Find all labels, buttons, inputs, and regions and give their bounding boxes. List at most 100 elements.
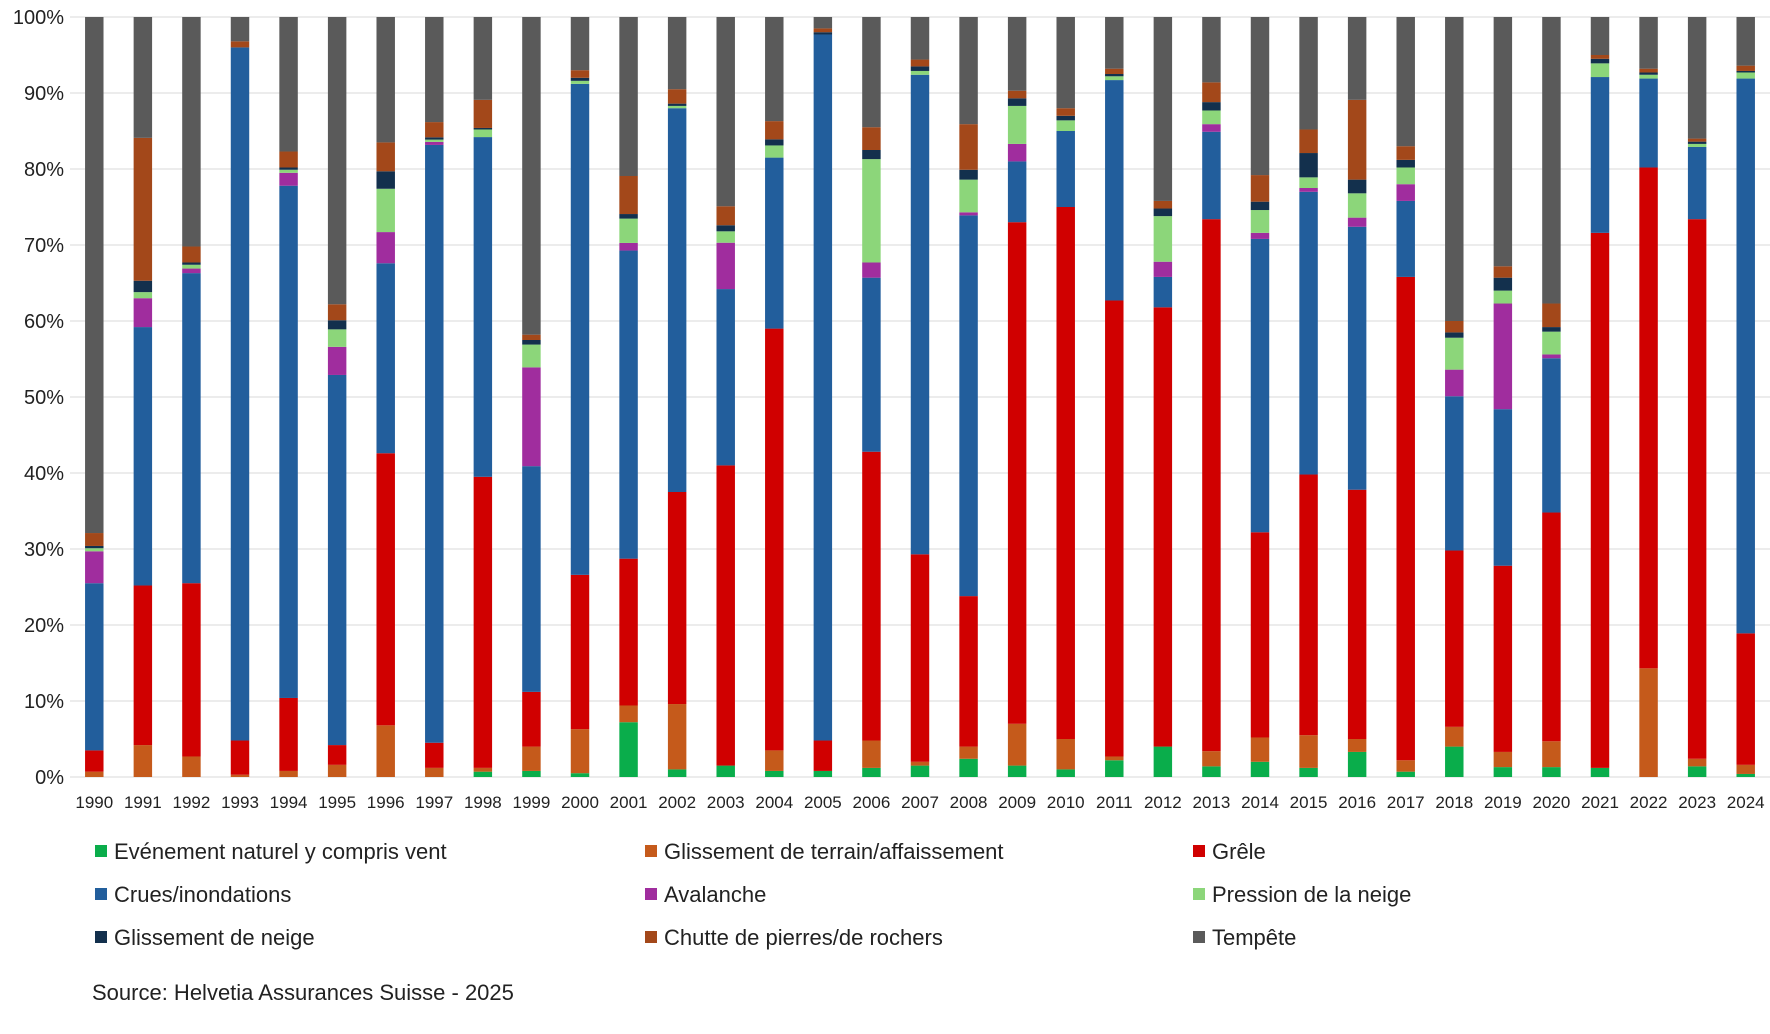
bar-segment: [1299, 767, 1318, 777]
bar-segment: [133, 17, 153, 138]
bar-segment: [522, 770, 541, 777]
bar-segment: [1299, 153, 1318, 178]
bar-segment: [1445, 321, 1464, 333]
bar-segment: [910, 17, 930, 60]
legend-swatch: [645, 888, 657, 900]
bar-segment: [1153, 216, 1173, 262]
y-axis-ticks: 0% 10% 20% 30% 40% 50% 60% 70% 80% 90% 100%: [13, 7, 64, 789]
bar-segment: [570, 83, 590, 575]
bar-segment: [376, 17, 395, 143]
x-tick-label: 1995: [318, 793, 356, 812]
bar-segment: [1007, 90, 1027, 99]
bar-segment: [959, 758, 978, 777]
bar-segment: [862, 159, 881, 263]
bar-segment: [1687, 766, 1707, 777]
bar-segment: [1007, 222, 1027, 724]
bar-segment: [959, 124, 978, 170]
bar-segment: [1202, 110, 1221, 125]
y-tick-label: 0%: [35, 767, 64, 789]
bar-segment: [182, 756, 201, 777]
x-tick-label: 2003: [707, 793, 745, 812]
bar-segment: [1153, 746, 1173, 777]
bar-segment: [813, 28, 833, 33]
x-tick-label: 2006: [853, 793, 891, 812]
legend-label: Avalanche: [664, 882, 766, 907]
bar-segment: [1347, 193, 1367, 218]
bar-segment: [1202, 131, 1221, 220]
legend-swatch: [95, 845, 107, 857]
bar-segment: [327, 346, 347, 375]
bar-segment: [1056, 115, 1075, 121]
x-tick-label: 1992: [173, 793, 211, 812]
bar-segment: [1202, 124, 1221, 132]
bar-segment: [570, 574, 590, 730]
bar-segment: [1250, 532, 1270, 738]
bar-segment: [1542, 331, 1561, 355]
bar-segment: [1007, 98, 1027, 106]
bar-segment: [182, 268, 201, 274]
bar-segment: [230, 774, 250, 777]
y-tick-label: 10%: [24, 691, 64, 713]
bar-segment: [85, 545, 104, 549]
bar-segment: [1493, 277, 1513, 291]
bar-segment: [570, 17, 590, 71]
bar-segment: [1736, 773, 1755, 777]
bar-segment: [425, 122, 444, 138]
bar-segment: [522, 466, 541, 692]
x-axis-ticks: 1990 1991 1992 1993 1994 1995 1996 1997 1998 1999…: [75, 793, 1764, 812]
bar-segment: [667, 108, 687, 492]
bar-segment: [1056, 108, 1075, 116]
bar-segment: [1493, 303, 1513, 410]
bar-segment: [1396, 17, 1415, 147]
bar-segment: [425, 767, 444, 777]
bar-segment: [85, 17, 104, 534]
legend-label: Pression de la neige: [1212, 882, 1411, 907]
bar-segment: [522, 367, 541, 467]
legend-swatch: [95, 888, 107, 900]
bar-segment: [133, 745, 153, 777]
x-tick-label: 1993: [221, 793, 259, 812]
bar-segment: [279, 185, 298, 698]
bar-segment: [522, 344, 541, 368]
bar-segment: [1542, 17, 1561, 304]
bar-segment: [522, 17, 541, 335]
x-tick-label: 2013: [1193, 793, 1231, 812]
bar-segment: [813, 740, 833, 771]
legend-label: Crues/inondations: [114, 882, 291, 907]
bar-segment: [910, 59, 930, 67]
bar-segment: [230, 41, 250, 48]
x-tick-label: 2023: [1678, 793, 1716, 812]
bar-segment: [279, 697, 298, 771]
bar-segment: [1299, 474, 1318, 736]
bar-segment: [1396, 771, 1415, 777]
bar-segment: [1202, 17, 1221, 83]
x-tick-label: 2010: [1047, 793, 1085, 812]
legend-swatch: [645, 931, 657, 943]
bar-segment: [619, 214, 638, 219]
bar-segment: [765, 139, 784, 146]
bar-segment: [279, 169, 298, 173]
bar-segment: [473, 767, 493, 772]
bar-segment: [1153, 17, 1173, 201]
bar-segment: [1250, 201, 1270, 211]
bar-segment: [327, 764, 347, 777]
bar-segment: [1250, 737, 1270, 762]
bar-segment: [1590, 63, 1610, 78]
x-tick-label: 1996: [367, 793, 405, 812]
bar-segment: [522, 691, 541, 747]
bar-segment: [1153, 261, 1173, 277]
bar-segment: [1347, 179, 1367, 194]
x-tick-label: 2004: [755, 793, 793, 812]
bar-segment: [1347, 217, 1367, 227]
bar-segment: [1202, 82, 1221, 103]
bar-segment: [716, 206, 735, 226]
bar-segment: [619, 218, 638, 243]
bar-segment: [1105, 756, 1124, 761]
bar-segment: [1250, 175, 1270, 202]
x-tick-label: 2015: [1290, 793, 1328, 812]
bar-segment: [1590, 767, 1610, 777]
x-tick-label: 1999: [513, 793, 551, 812]
bar-segment: [473, 99, 493, 128]
bar-segment: [1736, 78, 1755, 634]
x-tick-label: 2024: [1727, 793, 1765, 812]
